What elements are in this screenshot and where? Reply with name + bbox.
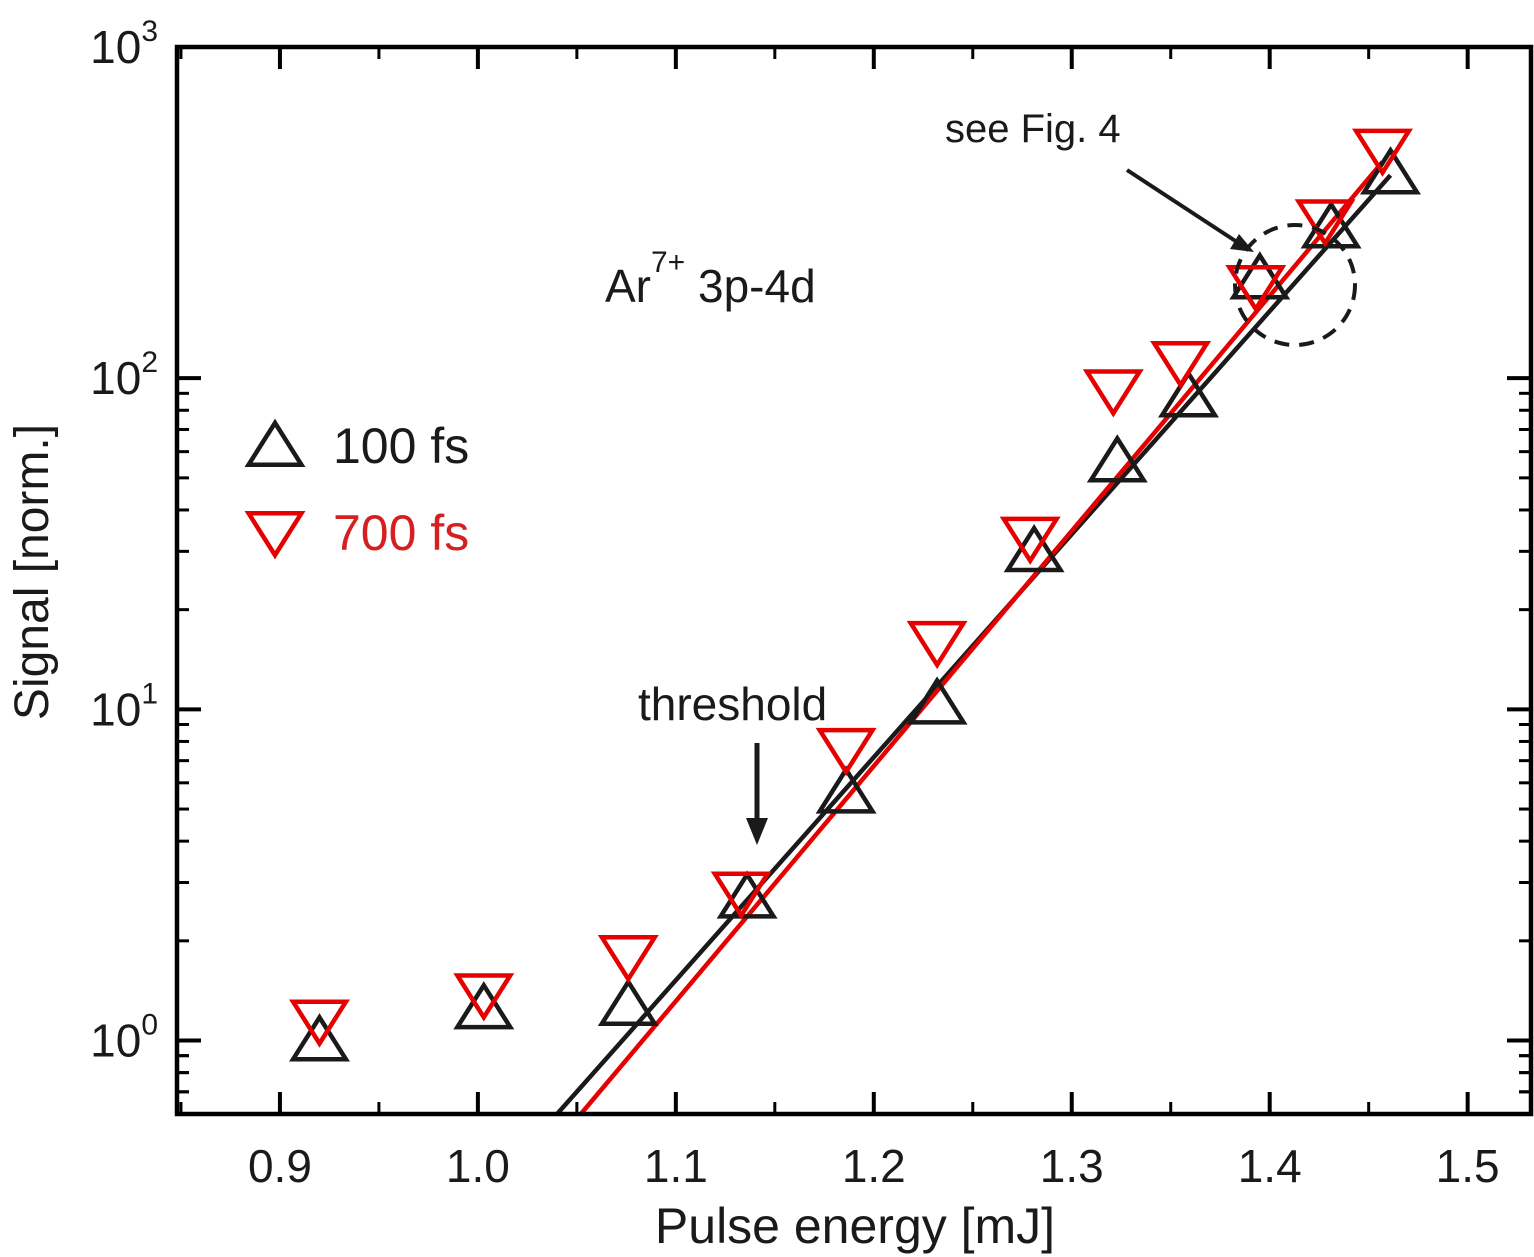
- marker-700fs: [1225, 264, 1287, 314]
- legend-label-700fs: 700 fs: [333, 505, 469, 561]
- marker-100fs: [1229, 251, 1291, 300]
- x-axis-label: Pulse energy [mJ]: [655, 1198, 1055, 1254]
- marker-100fs: [815, 765, 877, 814]
- fit-lines-layer: [555, 160, 1393, 1116]
- species-label-sup: 7+: [651, 246, 685, 279]
- x-tick-label: 1.4: [1238, 1140, 1302, 1192]
- y-tick-label: 103: [90, 15, 158, 73]
- markers-layer: [289, 128, 1421, 1062]
- marker-700fs: [1082, 369, 1144, 418]
- threshold-arrow-head: [746, 818, 768, 845]
- marker-700fs: [815, 727, 877, 777]
- marker-100fs: [1300, 200, 1362, 249]
- y-tick-label-base: 10: [90, 683, 141, 735]
- legend-label-100fs: 100 fs: [333, 418, 469, 474]
- species-label: Ar7+ 3p-4d: [605, 246, 816, 312]
- legend: 100 fs 700 fs: [244, 418, 469, 561]
- marker-700fs: [597, 935, 659, 984]
- y-tick-label-exp: 3: [141, 15, 158, 48]
- fit-line-700fs: [579, 160, 1385, 1116]
- see-fig-label: see Fig. 4: [945, 107, 1121, 151]
- x-tick-label: 0.9: [248, 1140, 312, 1192]
- x-tick-label: 1.0: [446, 1140, 510, 1192]
- marker-700fs: [999, 516, 1061, 565]
- y-tick-label-exp: 0: [141, 1009, 158, 1042]
- x-tick-label: 1.1: [644, 1140, 708, 1192]
- y-tick-label-base: 10: [90, 21, 141, 73]
- y-axis-label: Signal [norm.]: [6, 424, 59, 720]
- species-label-rest: 3p-4d: [685, 260, 815, 312]
- x-tick-label: 1.3: [1040, 1140, 1104, 1192]
- legend-marker-700fs: [244, 511, 306, 560]
- y-tick-label: 100: [90, 1009, 158, 1067]
- highlight-dashed-circle: [1233, 223, 1357, 347]
- marker-100fs: [453, 981, 515, 1030]
- y-tick-label: 101: [90, 677, 158, 735]
- marker-700fs: [289, 999, 350, 1048]
- marker-700fs: [453, 973, 515, 1022]
- marker-100fs: [289, 1013, 350, 1062]
- marker-700fs: [1150, 340, 1212, 390]
- marker-700fs: [1294, 199, 1356, 248]
- threshold-label: threshold: [638, 678, 827, 730]
- x-tick-label: 1.5: [1436, 1140, 1500, 1192]
- marker-100fs: [597, 977, 659, 1026]
- marker-700fs: [1352, 128, 1413, 177]
- y-tick-label-base: 10: [90, 352, 141, 404]
- marker-100fs: [1360, 146, 1421, 195]
- y-tick-label-base: 10: [90, 1015, 141, 1067]
- marker-100fs: [716, 870, 778, 919]
- see-fig-arrow-shaft: [1125, 168, 1239, 244]
- legend-marker-100fs: [244, 418, 306, 467]
- species-label-base: Ar: [605, 260, 651, 312]
- plot-frame: [174, 44, 1534, 1117]
- y-tick-label-exp: 2: [141, 346, 158, 379]
- marker-100fs: [1086, 434, 1148, 483]
- marker-100fs: [906, 676, 968, 725]
- marker-100fs: [1158, 369, 1219, 418]
- marker-700fs: [710, 871, 772, 920]
- y-tick-label: 102: [90, 346, 158, 404]
- marker-700fs: [906, 620, 968, 670]
- annotations-layer: Ar7+ 3p-4d see Fig. 4 threshold: [605, 107, 1357, 845]
- x-tick-label: 1.2: [842, 1140, 906, 1192]
- y-tick-label-exp: 1: [141, 677, 158, 710]
